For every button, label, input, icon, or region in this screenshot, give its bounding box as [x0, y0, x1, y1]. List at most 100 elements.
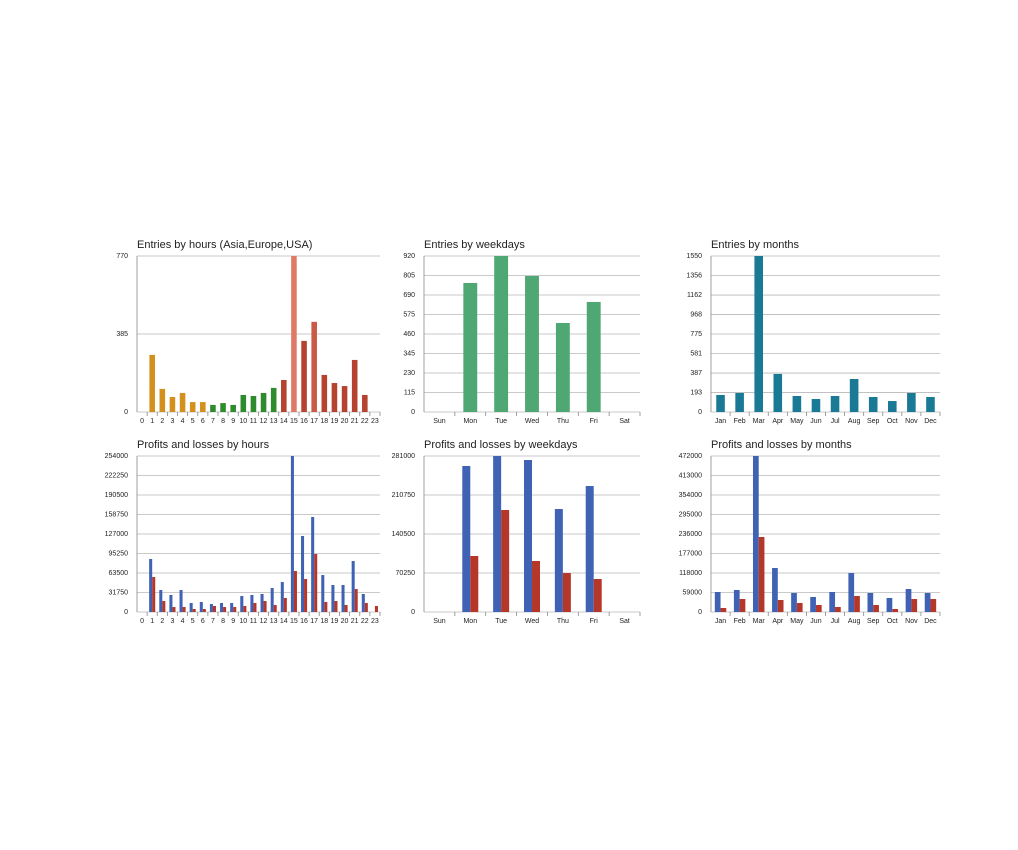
chart-title: Entries by weekdays — [424, 239, 525, 251]
bar — [907, 392, 916, 412]
y-tick-label: 118000 — [679, 570, 702, 577]
bar — [470, 555, 479, 612]
y-tick-label: 70250 — [396, 570, 416, 577]
bar — [905, 588, 912, 612]
x-tick-label: Aug — [848, 618, 861, 625]
bar — [220, 403, 226, 412]
bar — [179, 590, 183, 612]
bar — [260, 392, 267, 412]
bar — [250, 594, 254, 612]
y-tick-label: 236000 — [679, 531, 702, 538]
bar — [585, 486, 594, 612]
chart-title: Entries by hours (Asia,Europe,USA) — [137, 239, 312, 251]
bar — [830, 395, 840, 412]
x-tick-label: 19 — [331, 618, 339, 625]
bar — [555, 322, 570, 412]
x-tick-label: 18 — [320, 418, 328, 425]
y-tick-label: 775 — [690, 331, 702, 338]
bar — [162, 601, 166, 612]
bar — [854, 596, 860, 612]
bar — [361, 594, 365, 612]
x-tick-label: Feb — [734, 618, 746, 625]
bar — [532, 560, 540, 612]
x-tick-label: 13 — [270, 618, 278, 625]
bar — [752, 456, 759, 612]
y-tick-label: 190500 — [105, 492, 128, 499]
y-tick-label: 230 — [403, 370, 415, 377]
bar — [270, 387, 277, 412]
x-tick-label: Oct — [887, 418, 898, 425]
bar — [283, 597, 287, 612]
x-tick-label: 20 — [341, 418, 349, 425]
bar — [253, 602, 257, 612]
bar — [270, 587, 274, 612]
bar — [924, 592, 931, 612]
x-tick-label: Jul — [831, 618, 840, 625]
x-tick-label: Jan — [715, 418, 726, 425]
x-tick-label: 13 — [270, 418, 278, 425]
bar — [501, 510, 510, 612]
x-tick-label: Sun — [433, 418, 446, 425]
bar — [220, 602, 224, 612]
y-tick-label: 31750 — [109, 589, 129, 596]
x-tick-label: Mar — [753, 618, 766, 625]
x-tick-label: 5 — [191, 618, 195, 625]
bar — [311, 516, 315, 612]
bar — [240, 596, 244, 612]
x-tick-label: 7 — [211, 418, 215, 425]
y-tick-label: 413000 — [679, 472, 702, 479]
chart-title: Profits and losses by months — [711, 439, 852, 451]
bar — [720, 608, 727, 612]
bar — [243, 605, 247, 612]
x-tick-label: Dec — [924, 618, 937, 625]
x-tick-label: 6 — [201, 618, 205, 625]
bar — [290, 456, 294, 612]
bar — [463, 282, 478, 412]
x-tick-label: 23 — [371, 618, 379, 625]
bar — [159, 590, 163, 612]
bar — [331, 584, 335, 612]
bar — [374, 605, 378, 612]
bar — [149, 354, 155, 412]
bar — [773, 373, 783, 412]
bar — [321, 374, 328, 412]
y-tick-label: 1356 — [686, 272, 702, 279]
bar — [223, 607, 227, 612]
bar — [301, 536, 305, 612]
bar — [230, 404, 236, 412]
x-tick-label: 0 — [140, 418, 144, 425]
y-tick-label: 460 — [403, 331, 415, 338]
bar — [192, 608, 196, 612]
y-tick-label: 0 — [698, 409, 702, 416]
x-tick-label: 11 — [250, 618, 257, 625]
bar — [212, 605, 216, 612]
y-tick-label: 210750 — [392, 492, 415, 499]
y-tick-label: 0 — [411, 609, 415, 616]
x-tick-label: May — [790, 618, 804, 625]
bar — [351, 561, 355, 612]
bar — [829, 592, 836, 612]
y-tick-label: 0 — [124, 409, 128, 416]
bar — [169, 594, 173, 612]
y-tick-label: 1162 — [687, 292, 702, 299]
x-tick-label: 20 — [341, 618, 349, 625]
x-tick-label: 1 — [150, 418, 154, 425]
x-tick-label: Apr — [772, 418, 784, 425]
bar — [867, 592, 874, 612]
bar — [815, 604, 822, 612]
bar — [250, 395, 257, 412]
x-tick-label: 8 — [221, 418, 225, 425]
x-tick-label: 14 — [280, 618, 288, 625]
bar — [281, 379, 287, 412]
bar — [291, 256, 297, 412]
x-tick-label: 10 — [239, 618, 247, 625]
bar — [849, 378, 859, 412]
bar — [930, 599, 937, 612]
x-tick-label: Nov — [905, 418, 918, 425]
bar — [202, 608, 206, 612]
bar — [911, 599, 918, 612]
y-tick-label: 354000 — [679, 492, 702, 499]
x-tick-label: 7 — [211, 618, 215, 625]
y-tick-label: 140500 — [392, 531, 415, 538]
